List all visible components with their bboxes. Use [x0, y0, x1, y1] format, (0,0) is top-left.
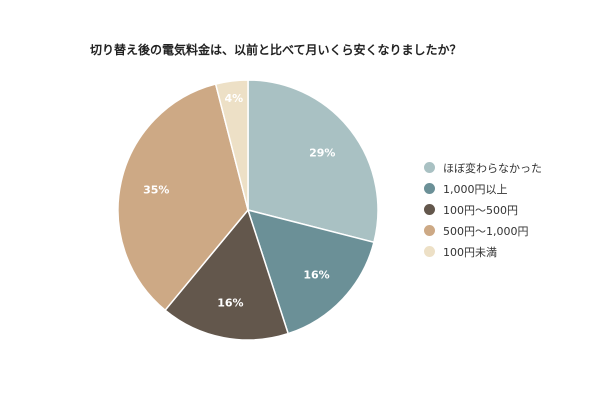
legend-label: ほぼ変わらなかった	[443, 161, 542, 175]
legend-swatch	[424, 246, 435, 257]
legend-label: 1,000円以上	[443, 182, 508, 196]
legend-item: 500円～1,000円	[424, 220, 542, 241]
legend-swatch	[424, 225, 435, 236]
slice-label: 4%	[224, 92, 243, 105]
legend-item: ほぼ変わらなかった	[424, 157, 542, 178]
legend: ほぼ変わらなかった 1,000円以上 100円～500円 500円～1,000円 100…	[424, 157, 542, 262]
pie-slice	[246, 208, 375, 335]
pie-slice	[214, 79, 249, 211]
chart-title: 切り替え後の電気料金は、以前と比べて月いくら安くなりましたか？	[90, 43, 462, 57]
legend-item: 100円未満	[424, 241, 542, 262]
legend-swatch	[424, 183, 435, 194]
pie-slice	[247, 79, 379, 244]
legend-label: 500円～1,000円	[443, 224, 529, 238]
legend-item: 100円～500円	[424, 199, 542, 220]
slice-label: 16%	[303, 268, 329, 281]
slice-label: 35%	[143, 183, 169, 196]
legend-swatch	[424, 204, 435, 215]
legend-item: 1,000円以上	[424, 178, 542, 199]
pie-slice	[164, 208, 290, 341]
pie-slice	[117, 83, 249, 312]
legend-swatch	[424, 162, 435, 173]
legend-label: 100円～500円	[443, 203, 518, 217]
legend-label: 100円未満	[443, 245, 497, 259]
slice-label: 29%	[309, 146, 335, 159]
slice-label: 16%	[217, 296, 243, 309]
